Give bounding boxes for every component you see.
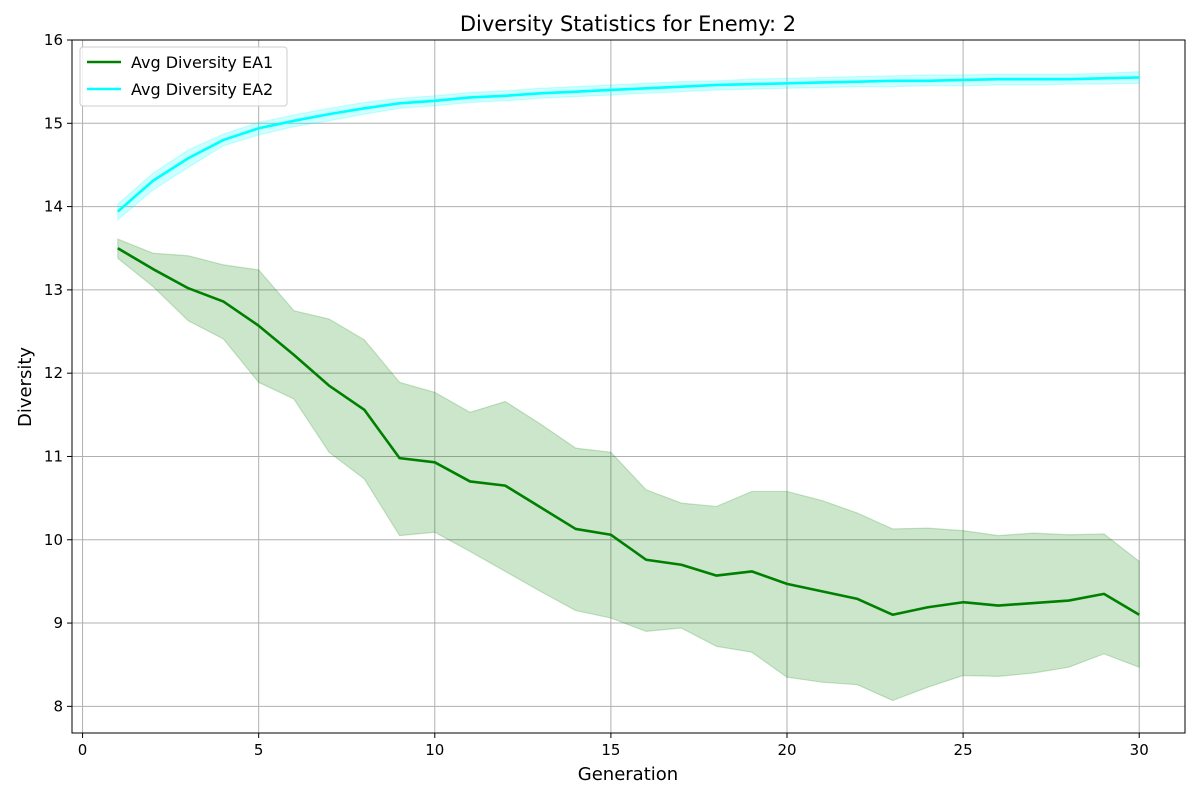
legend-label: Avg Diversity EA2 [131,80,273,99]
legend-frame [79,46,288,107]
grid [72,39,1185,733]
series-2-line [116,76,1140,213]
x-axis-ticks: 0 5 10 15 20 25 30 [78,733,1149,759]
x-tick-label: 30 [1130,741,1149,759]
y-tick-label: 12 [44,364,63,382]
y-tick-label: 15 [44,114,63,132]
y-tick-label: 8 [53,697,63,715]
y-tick-label: 14 [44,198,63,216]
y-tick-label: 9 [53,614,63,632]
series-1-line [117,247,1140,617]
x-tick-label: 20 [777,741,796,759]
x-tick-label: 15 [601,741,620,759]
legend-label: Avg Diversity EA1 [131,53,273,72]
series-lines [116,76,1140,617]
chart-title: Diversity Statistics for Enemy: 2 [460,12,796,36]
y-tick-label: 11 [44,447,63,465]
legend: Avg Diversity EA1 Avg Diversity EA2 [79,46,288,107]
confidence-bands [117,71,1140,702]
x-tick-label: 0 [78,741,88,759]
series-2-band [117,71,1140,222]
x-tick-label: 25 [954,741,973,759]
x-tick-label: 5 [254,741,264,759]
y-tick-label: 10 [44,531,63,549]
series-1-band [117,238,1140,702]
y-tick-label: 13 [44,281,63,299]
y-tick-label: 16 [44,31,63,49]
x-axis-label: Generation [578,764,678,785]
x-tick-label: 10 [425,741,444,759]
y-axis-label: Diversity [15,347,36,427]
y-axis-ticks: 8 9 10 11 12 13 14 15 16 [44,31,72,715]
plot-frame [71,39,1186,734]
